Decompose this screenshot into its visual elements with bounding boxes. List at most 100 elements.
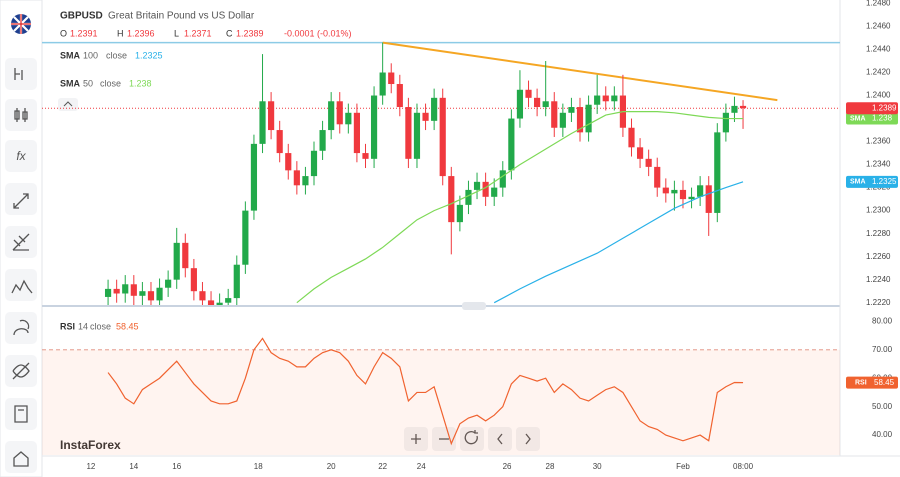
candle-body (122, 284, 129, 294)
candle-body (491, 187, 498, 197)
candle-body (328, 101, 335, 131)
candle-body (636, 147, 644, 159)
candle-body (199, 291, 206, 301)
candle-body (602, 95, 609, 102)
candle-body (268, 101, 275, 131)
price-tag (846, 112, 898, 125)
nav-buttons[interactable] (404, 427, 540, 451)
collapse-button[interactable] (58, 98, 78, 111)
x-tick-label: 28 (546, 462, 555, 471)
candle-body (559, 112, 566, 128)
x-tick-label: 18 (254, 462, 263, 471)
ohlc-label: H (117, 28, 124, 38)
tool-icons[interactable]: fx (5, 58, 37, 473)
x-tick-label: 12 (86, 462, 95, 471)
candle-body (551, 101, 558, 128)
ohlc-value: 1.2371 (184, 28, 212, 38)
candle-body (473, 181, 481, 190)
rsi-legend-value: 58.45 (116, 321, 139, 331)
rsi-line (107, 337, 744, 446)
candle-body (645, 158, 652, 167)
price-tag-value: 1.2389 (872, 103, 897, 112)
candle-body (679, 189, 687, 200)
y-tick-label: 1.2420 (866, 68, 891, 77)
candle-body (516, 89, 524, 119)
candle-body (225, 298, 232, 303)
y-tick-label: 1.2240 (866, 275, 891, 284)
rsi-tag-value: 58.45 (874, 378, 895, 387)
candle-body (250, 143, 258, 211)
candle-body (362, 153, 369, 159)
candle-body (499, 170, 506, 188)
x-tick-label: 14 (129, 462, 138, 471)
ohlc-label: L (174, 28, 179, 38)
rsi-tag (846, 376, 898, 389)
candle-body (722, 112, 729, 133)
candle-body (439, 97, 446, 177)
pane-handle[interactable] (462, 302, 486, 310)
y-tick-label: 1.2400 (866, 91, 891, 100)
candle-body (714, 132, 721, 213)
x-tick-label: 30 (593, 462, 602, 471)
candle-body (216, 302, 223, 305)
candle-body (353, 112, 360, 154)
y-tick-label: 1.2260 (866, 252, 891, 261)
candle-body (697, 185, 704, 197)
left-toolbar: fx (0, 0, 43, 477)
candle-body (173, 242, 180, 280)
candle-body (336, 101, 343, 125)
candle-body (233, 264, 240, 299)
ohlc-row: O 1.2391 H 1.2396 L 1.2371 C 1.2389 (60, 28, 264, 38)
svg-text:fx: fx (16, 149, 26, 163)
price-tag-name: SMA (850, 179, 866, 186)
candle-body (431, 97, 438, 121)
candle-body (156, 287, 163, 301)
ohlc-value: 1.2396 (127, 28, 155, 38)
candle-body (113, 288, 120, 294)
candle-body (482, 181, 489, 197)
y-tick-label: 1.2440 (866, 45, 891, 54)
candle-body (319, 130, 326, 151)
candle-body (568, 107, 575, 113)
candle-body (534, 97, 541, 108)
y-tick-label: 1.2360 (866, 137, 891, 146)
candle-body (370, 95, 378, 159)
price-pane (42, 41, 840, 305)
watermark: InstaForex (60, 438, 121, 452)
candle-body (259, 101, 266, 144)
x-tick-label: 08:00 (733, 462, 754, 471)
legend-value: 1.2325 (135, 50, 163, 60)
sma-line (296, 111, 744, 304)
trendline (382, 41, 778, 102)
candle-body (585, 104, 592, 133)
candle-body (654, 166, 661, 188)
sma-line (493, 181, 744, 304)
candle-body (542, 101, 549, 108)
y-tick-label: 1.2340 (866, 160, 891, 169)
candle-body (576, 107, 584, 133)
rsi-legend-period: 14 (78, 321, 88, 331)
legend-name: SMA (60, 78, 81, 88)
candle-body (207, 300, 215, 305)
legend-period: 50 (83, 78, 93, 88)
candle-body (456, 204, 463, 223)
candle-body (525, 89, 532, 98)
ohlc-label: O (60, 28, 67, 38)
legend-period: 100 (83, 50, 98, 60)
candle-body (165, 279, 172, 288)
candle-body (310, 150, 318, 177)
rsi-tick-label: 70.00 (872, 345, 893, 354)
candle-body (379, 72, 386, 96)
y-tick-label: 1.2480 (866, 0, 891, 8)
candle-body (388, 72, 395, 85)
candle-body (705, 185, 712, 213)
candle-body (688, 196, 695, 200)
candle-body (147, 291, 155, 301)
candle-body (662, 187, 669, 194)
candle-body (276, 130, 283, 154)
overlay: 1.24801.24601.24401.24201.24001.23801.23… (60, 0, 898, 471)
price-tag-name: SMA (850, 115, 866, 122)
candle-body (104, 288, 112, 297)
y-tick-label: 1.2460 (866, 22, 891, 31)
legend-value: 1.238 (129, 78, 152, 88)
